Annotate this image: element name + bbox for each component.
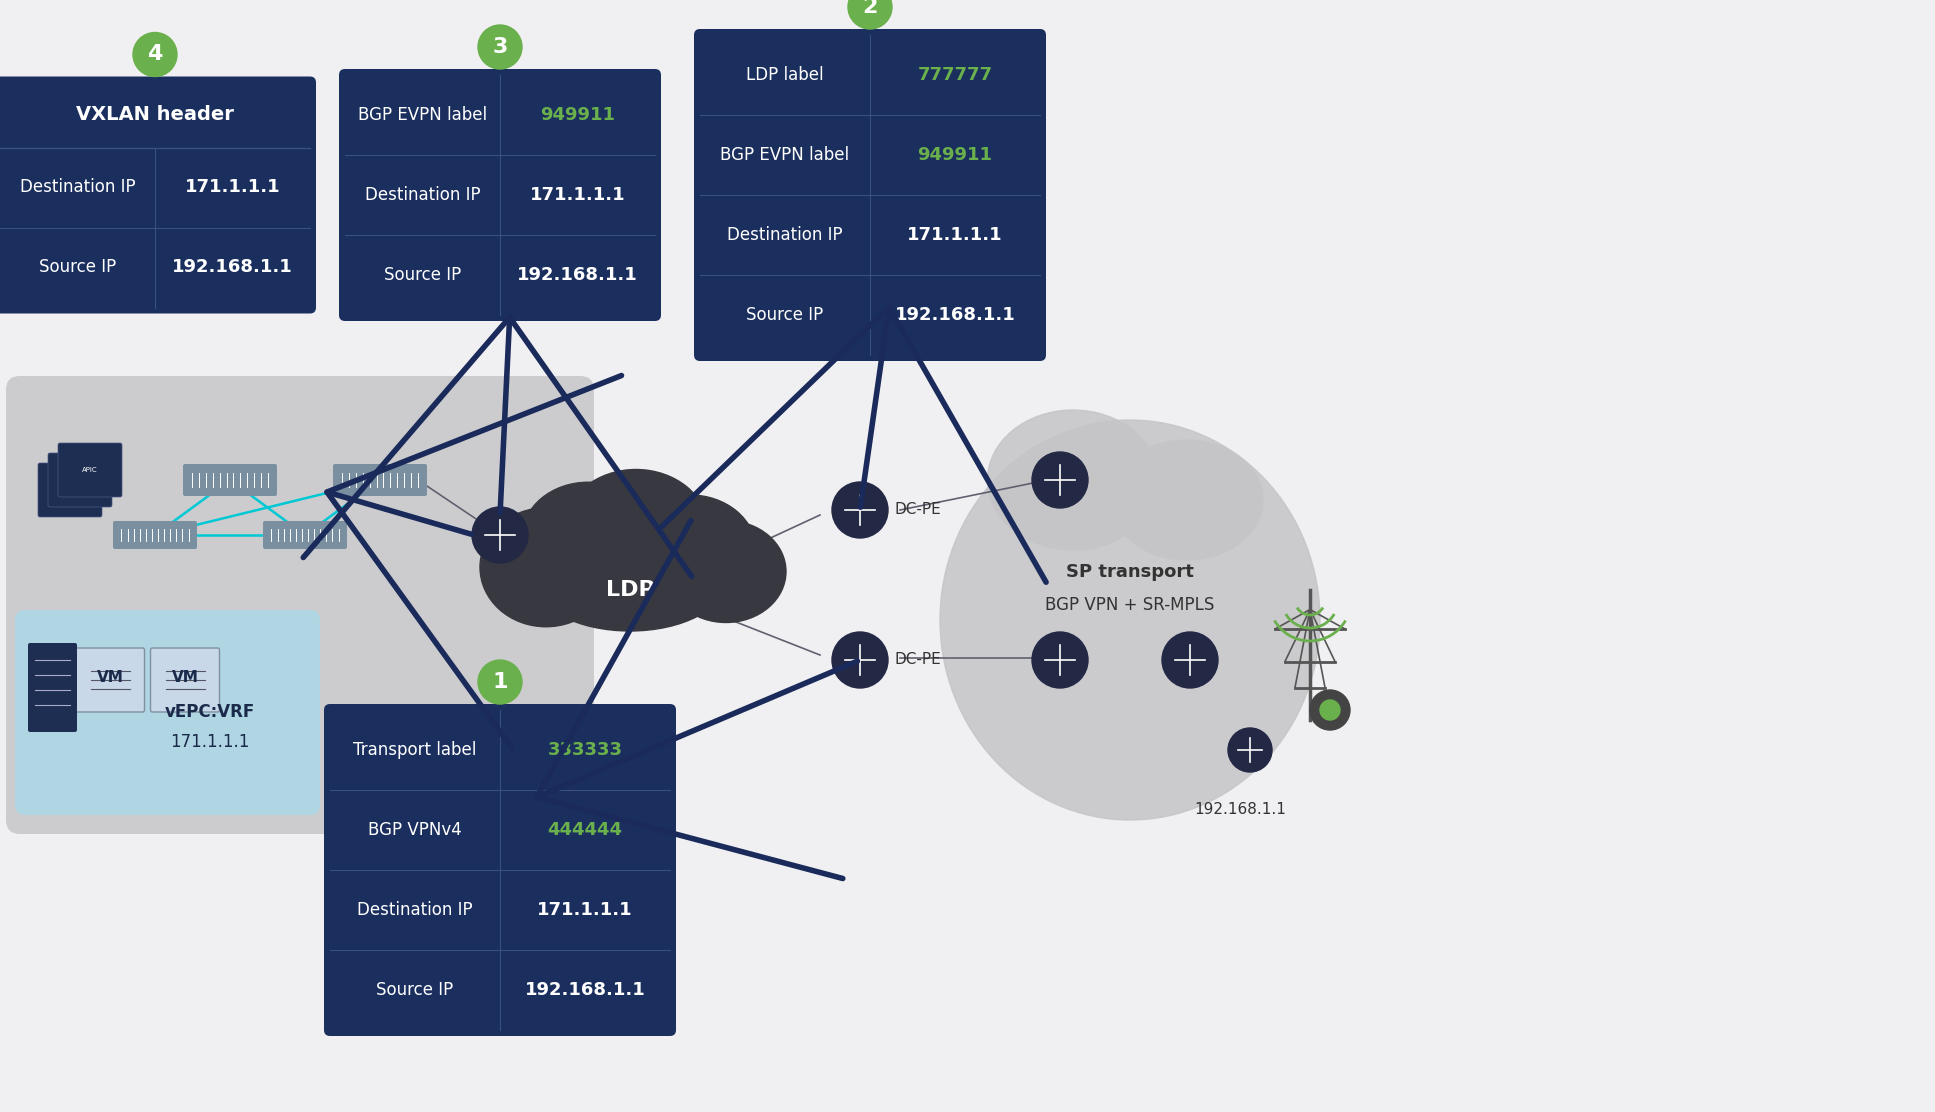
Text: 949911: 949911 xyxy=(917,146,993,163)
Circle shape xyxy=(1031,451,1087,508)
Text: LDP label: LDP label xyxy=(747,66,824,85)
Text: Source IP: Source IP xyxy=(747,306,824,324)
Circle shape xyxy=(1310,691,1351,729)
Text: DC-PE: DC-PE xyxy=(896,653,942,667)
FancyBboxPatch shape xyxy=(0,77,315,314)
Text: APIC: APIC xyxy=(81,467,99,473)
Text: 192.168.1.1: 192.168.1.1 xyxy=(524,981,646,999)
Text: 444444: 444444 xyxy=(548,821,623,838)
FancyBboxPatch shape xyxy=(58,443,122,497)
FancyBboxPatch shape xyxy=(263,522,346,549)
Text: 192.168.1.1: 192.168.1.1 xyxy=(1194,803,1287,817)
Circle shape xyxy=(1163,632,1217,688)
Text: APIC: APIC xyxy=(72,477,87,483)
Ellipse shape xyxy=(522,483,654,593)
FancyBboxPatch shape xyxy=(6,376,594,834)
Text: VXLAN header: VXLAN header xyxy=(75,106,234,125)
Text: LDP: LDP xyxy=(606,580,654,600)
Circle shape xyxy=(1031,632,1087,688)
Text: Transport label: Transport label xyxy=(354,741,476,759)
Text: 777777: 777777 xyxy=(917,66,993,85)
FancyBboxPatch shape xyxy=(184,464,277,496)
Circle shape xyxy=(134,32,176,77)
Text: VM: VM xyxy=(172,669,199,685)
Text: BGP EVPN label: BGP EVPN label xyxy=(720,146,849,163)
Text: 333333: 333333 xyxy=(548,741,623,759)
Text: 192.168.1.1: 192.168.1.1 xyxy=(172,258,292,277)
Ellipse shape xyxy=(1111,440,1264,560)
Ellipse shape xyxy=(563,469,708,588)
FancyBboxPatch shape xyxy=(27,643,77,732)
Text: 171.1.1.1: 171.1.1.1 xyxy=(908,226,1002,244)
FancyBboxPatch shape xyxy=(339,69,662,321)
Text: DC-PE: DC-PE xyxy=(896,503,942,517)
Text: 192.168.1.1: 192.168.1.1 xyxy=(894,306,1016,324)
Text: BGP VPN + SR-MPLS: BGP VPN + SR-MPLS xyxy=(1045,596,1215,614)
Ellipse shape xyxy=(534,529,726,631)
Circle shape xyxy=(848,0,892,29)
FancyBboxPatch shape xyxy=(333,464,428,496)
Text: 171.1.1.1: 171.1.1.1 xyxy=(538,901,633,919)
FancyBboxPatch shape xyxy=(112,522,197,549)
FancyBboxPatch shape xyxy=(151,648,219,712)
Circle shape xyxy=(832,481,888,538)
FancyBboxPatch shape xyxy=(39,463,103,517)
Text: BGP VPNv4: BGP VPNv4 xyxy=(368,821,462,838)
Text: SP transport: SP transport xyxy=(1066,563,1194,580)
Circle shape xyxy=(832,632,888,688)
FancyBboxPatch shape xyxy=(323,704,675,1036)
Text: 3: 3 xyxy=(491,37,507,57)
Circle shape xyxy=(472,507,528,563)
Text: 171.1.1.1: 171.1.1.1 xyxy=(530,186,625,203)
Text: 171.1.1.1: 171.1.1.1 xyxy=(184,179,281,197)
Ellipse shape xyxy=(940,420,1320,820)
Text: Source IP: Source IP xyxy=(383,266,461,284)
Text: Source IP: Source IP xyxy=(39,258,116,277)
Ellipse shape xyxy=(666,520,786,623)
Text: 4: 4 xyxy=(147,44,163,64)
Text: APIC: APIC xyxy=(62,487,77,493)
Text: Destination IP: Destination IP xyxy=(358,901,472,919)
Text: 2: 2 xyxy=(863,0,878,17)
Ellipse shape xyxy=(987,410,1159,550)
Circle shape xyxy=(478,661,522,704)
FancyBboxPatch shape xyxy=(695,29,1047,361)
Text: BGP EVPN label: BGP EVPN label xyxy=(358,106,488,125)
Text: 1: 1 xyxy=(491,672,507,692)
Ellipse shape xyxy=(480,508,611,627)
Text: Destination IP: Destination IP xyxy=(19,179,135,197)
Text: 949911: 949911 xyxy=(540,106,615,125)
Text: Destination IP: Destination IP xyxy=(364,186,480,203)
Text: vEPC:VRF: vEPC:VRF xyxy=(164,703,255,721)
FancyBboxPatch shape xyxy=(48,453,112,507)
FancyBboxPatch shape xyxy=(75,648,145,712)
Text: 192.168.1.1: 192.168.1.1 xyxy=(517,266,639,284)
FancyBboxPatch shape xyxy=(15,610,319,815)
Text: Destination IP: Destination IP xyxy=(728,226,844,244)
Ellipse shape xyxy=(623,495,757,606)
Text: VM: VM xyxy=(97,669,124,685)
Circle shape xyxy=(478,24,522,69)
Circle shape xyxy=(1229,728,1271,772)
Text: 171.1.1.1: 171.1.1.1 xyxy=(170,733,250,751)
Text: Source IP: Source IP xyxy=(377,981,453,999)
Circle shape xyxy=(1320,699,1341,719)
